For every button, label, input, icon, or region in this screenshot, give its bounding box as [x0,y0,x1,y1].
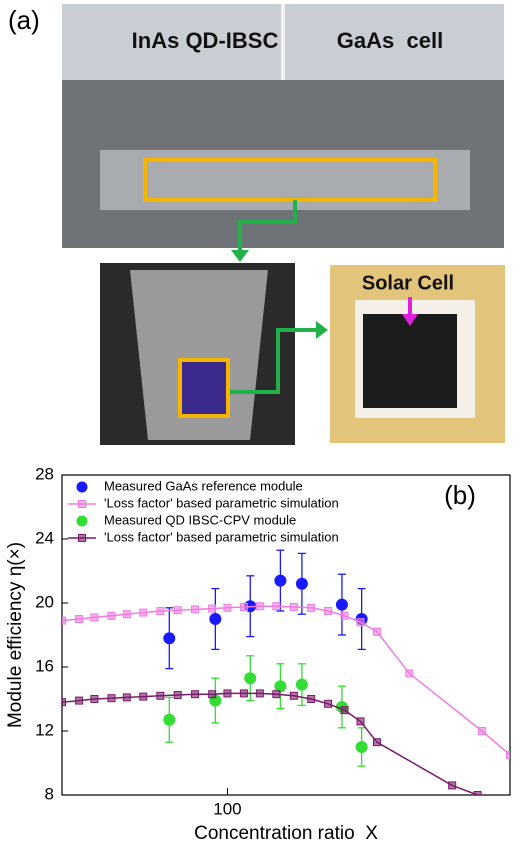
arrow [238,200,297,252]
arrow-head [231,250,249,262]
sim-marker [239,689,248,698]
sim-line [62,605,510,756]
sim-marker [448,781,457,790]
point [295,678,308,691]
panel-label: (a) [8,5,40,35]
sim-marker [255,602,264,611]
sim-marker [372,627,381,636]
plot-frame [61,474,511,796]
legend-marker [76,515,88,527]
y-axis-label: Module efficiency η(×) [5,542,26,728]
sim-marker [107,611,116,620]
pointer-head [402,314,418,326]
funnel [130,270,268,440]
sim-marker [506,751,510,759]
sim-marker [208,604,217,613]
legend-label: 'Loss factor' based parametric simulatio… [104,529,339,544]
legend-marker [76,481,88,493]
legend-marker [78,534,86,542]
sim-marker [191,690,200,699]
sim-marker [324,699,333,708]
sim-marker [122,610,131,619]
sim-marker [62,698,66,707]
y-tick-label: 24 [35,528,54,547]
legend-label: Measured GaAs reference module [104,478,303,493]
sim-marker [340,706,349,715]
sim-marker [191,605,200,614]
cell-highlight [178,358,230,418]
sim-marker [90,613,99,622]
sim-marker [139,692,148,701]
point [295,577,308,590]
sim-marker [139,608,148,617]
legend-label: Measured QD IBSC-CPV module [104,512,296,527]
point [274,680,287,693]
cell [363,314,457,408]
sim-marker [90,695,99,703]
sim-marker [122,693,131,702]
photo-panel: (a) InAs QD-IBSC GaAs cell Solar Cell [8,4,505,445]
arrow-head [316,321,328,339]
y-tick-label: 16 [35,656,54,675]
sim-marker [223,603,232,612]
sim-marker [239,603,248,611]
sim-marker [75,696,84,705]
sim-marker [107,694,116,703]
sim-marker [324,607,333,615]
sim-marker [255,689,264,698]
point [274,574,287,587]
sim-marker [62,616,66,625]
sim-marker [223,689,232,698]
sim-marker [405,669,414,678]
y-tick-label: 28 [35,464,54,483]
point [163,632,176,645]
sim-marker [272,690,281,699]
y-tick-label: 12 [35,720,54,739]
module-label: InAs QD-IBSC [132,28,279,53]
sim-line [62,692,478,795]
sim-marker [289,603,298,611]
sim-marker [477,727,486,735]
arrow [230,328,318,394]
sim-marker [340,611,349,620]
sim-marker [173,606,182,615]
sim-marker [289,691,298,700]
x-axis-label: Concentration ratio X [194,823,378,844]
y-tick-label: 8 [45,784,54,803]
point [335,598,348,611]
plot-area [62,549,510,795]
y-tick-label: 20 [35,592,54,611]
x-tick-label: 100 [213,799,241,818]
sim-marker [356,618,365,627]
module-label: GaAs cell [337,28,443,53]
legend-label: 'Loss factor' based parametric simulatio… [104,495,339,510]
sim-marker [173,691,182,699]
sim-marker [307,695,316,703]
point [209,613,222,625]
panel-label: (b) [444,480,476,510]
cell-label: Solar Cell [362,272,454,294]
legend-marker [78,500,86,508]
sim-marker [75,615,84,623]
sim-marker [272,602,281,611]
point [355,741,368,753]
sim-marker [372,738,381,747]
sim-marker [473,791,482,795]
point [163,713,176,726]
sim-marker [156,607,165,615]
sim-marker [356,717,365,726]
chart: (b) Concentration ratio X Module efficie… [5,464,511,844]
sim-marker [307,603,316,612]
sim-marker [156,691,165,700]
point [244,672,257,685]
sim-marker [208,690,217,699]
highlight-box [143,158,437,202]
